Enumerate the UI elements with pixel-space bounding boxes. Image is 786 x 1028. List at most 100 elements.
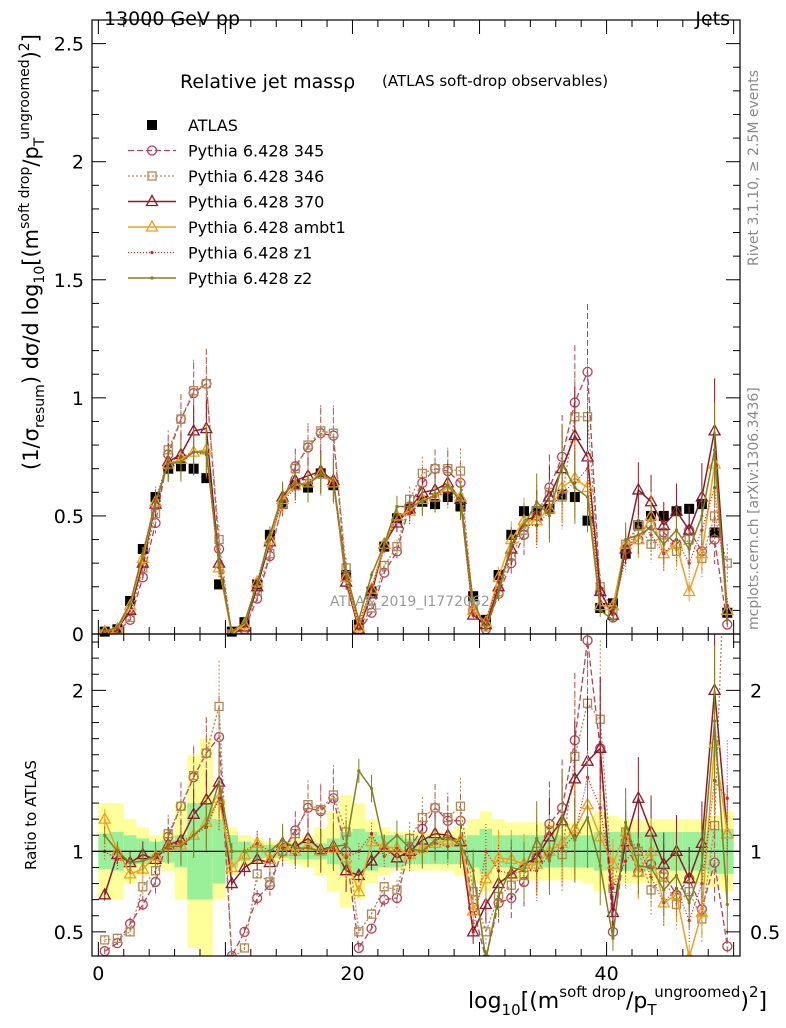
data-point xyxy=(695,546,709,559)
y-tick-label: 0 xyxy=(72,624,84,646)
data-point xyxy=(369,832,374,836)
data-point xyxy=(509,542,513,546)
data-point xyxy=(188,386,199,396)
data-point xyxy=(624,859,628,863)
data-point xyxy=(331,478,336,483)
legend-label: Pythia 6.428 z1 xyxy=(188,244,312,263)
data-point xyxy=(593,740,607,753)
legend-label: ATLAS xyxy=(188,116,238,135)
data-point xyxy=(366,603,377,613)
data-point xyxy=(214,579,225,590)
data-point xyxy=(598,806,602,810)
series-line xyxy=(104,775,728,932)
data-point xyxy=(137,899,148,910)
data-point xyxy=(535,836,539,841)
chart-subtitle: (ATLAS soft-drop observables) xyxy=(382,72,608,90)
data-point xyxy=(265,877,275,887)
series-line xyxy=(104,640,728,956)
data-point xyxy=(496,894,501,899)
ratio-y-tick-label-right: 2 xyxy=(750,680,762,702)
data-point xyxy=(303,440,313,450)
x-tick-label: 20 xyxy=(340,963,364,985)
data-point xyxy=(352,884,366,897)
data-point xyxy=(252,892,263,904)
data-point xyxy=(382,844,386,849)
rivet-version-label: Rivet 3.1.10, ≥ 2.5M events xyxy=(746,69,762,266)
ratio-y-tick-label: 1 xyxy=(72,841,84,863)
data-point xyxy=(430,803,440,813)
x-tick-label: 40 xyxy=(594,963,618,985)
x-tick-label: 0 xyxy=(92,963,104,985)
data-point xyxy=(268,533,272,537)
chart-title: Relative jet massρ xyxy=(180,71,355,93)
data-point xyxy=(390,840,404,853)
data-point xyxy=(188,771,199,781)
data-point xyxy=(379,882,389,892)
data-point xyxy=(306,483,310,487)
data-point xyxy=(722,941,733,952)
data-point xyxy=(204,450,208,454)
data-point xyxy=(352,868,366,881)
data-point xyxy=(364,834,379,847)
data-point xyxy=(192,450,196,454)
data-point xyxy=(103,630,107,634)
data-point xyxy=(166,844,170,849)
data-point xyxy=(98,811,112,824)
series-line xyxy=(104,449,729,633)
data-point xyxy=(379,567,390,578)
y-tick-label: 2 xyxy=(72,152,84,174)
data-point xyxy=(123,866,137,879)
legend-marker xyxy=(145,194,159,207)
data-point xyxy=(636,864,640,868)
data-point xyxy=(624,820,628,824)
data-point xyxy=(364,853,379,866)
data-point xyxy=(496,580,501,584)
data-point xyxy=(100,626,109,634)
y-tick-label: 1 xyxy=(72,388,84,410)
data-point xyxy=(204,822,208,826)
data-point xyxy=(366,909,377,919)
data-point xyxy=(214,534,224,545)
data-point xyxy=(631,790,645,803)
data-point xyxy=(430,464,440,474)
data-point xyxy=(417,812,428,823)
data-point xyxy=(611,886,615,890)
data-point xyxy=(458,843,463,847)
data-point xyxy=(353,942,364,954)
data-point xyxy=(112,933,123,943)
data-point xyxy=(98,887,112,900)
data-point xyxy=(433,838,437,842)
ratio-y-axis-label: Ratio to ATLAS xyxy=(22,760,40,870)
data-point xyxy=(153,500,158,504)
data-point xyxy=(471,599,475,603)
data-point xyxy=(280,838,285,842)
data-point xyxy=(649,865,653,870)
data-point xyxy=(573,838,577,842)
header-right: Jets xyxy=(695,8,730,30)
data-point xyxy=(662,542,666,546)
data-point xyxy=(217,780,221,784)
data-point xyxy=(115,625,120,629)
data-point xyxy=(255,582,259,587)
data-point xyxy=(328,428,339,438)
data-point xyxy=(420,500,424,504)
data-point xyxy=(379,560,389,571)
data-point xyxy=(382,542,386,546)
data-point xyxy=(179,844,183,849)
data-point xyxy=(720,826,734,839)
data-point xyxy=(357,622,361,627)
data-point xyxy=(176,801,186,811)
legend-marker xyxy=(145,219,159,232)
series-line xyxy=(104,427,729,634)
legend-marker xyxy=(147,120,157,130)
ratio-panel-frame xyxy=(91,633,741,957)
data-point xyxy=(293,481,297,485)
data-point xyxy=(582,366,593,378)
y-axis-label: (1/σresum) dσ/d log10[(msoft drop/pTungr… xyxy=(17,34,48,470)
data-point xyxy=(364,581,379,594)
data-point xyxy=(408,504,412,509)
data-point xyxy=(141,859,145,863)
data-point xyxy=(128,861,132,865)
data-point xyxy=(484,627,488,631)
